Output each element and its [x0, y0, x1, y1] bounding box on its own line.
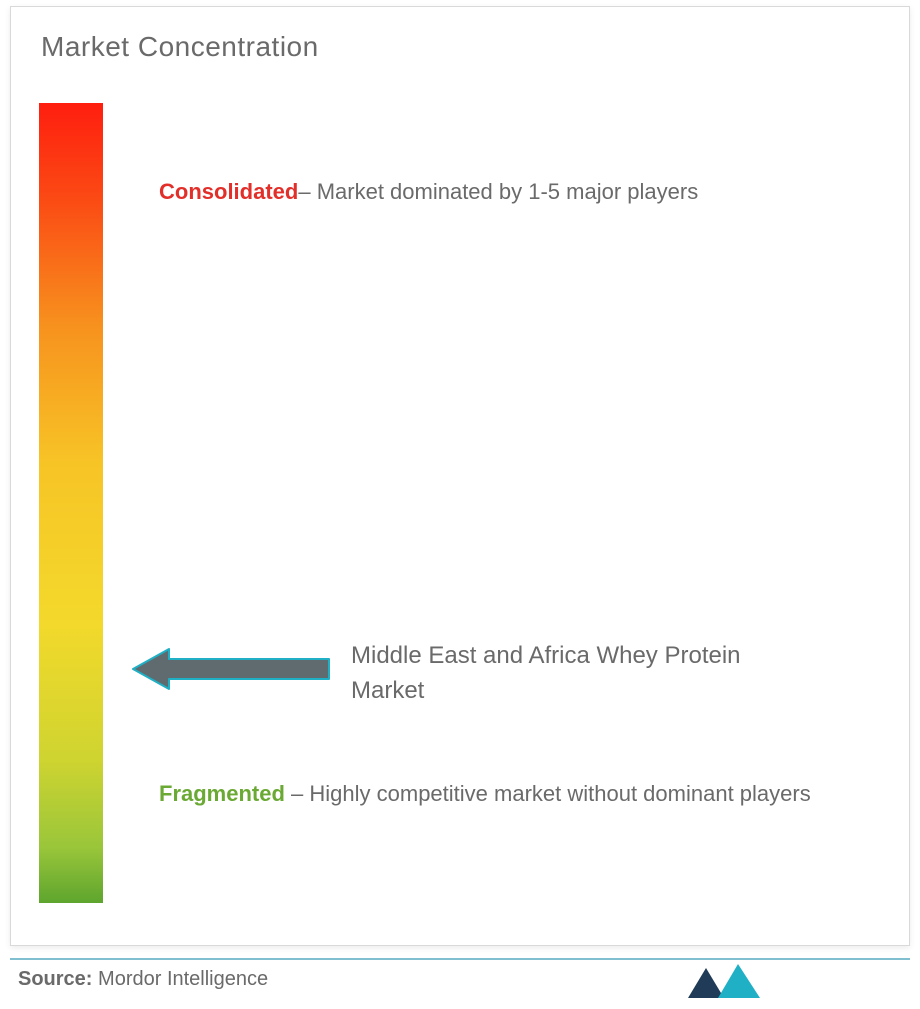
footer-source-value: Mordor Intelligence: [98, 968, 268, 990]
market-marker-arrow-icon: [129, 647, 339, 691]
footer: Source: Mordor Intelligence: [10, 958, 910, 1002]
fragmented-key: Fragmented: [159, 781, 285, 806]
consolidated-text: – Market dominated by 1-5 major players: [298, 179, 698, 204]
fragmented-annotation: Fragmented – Highly competitive market w…: [159, 777, 859, 811]
footer-rule: [10, 958, 910, 960]
footer-source: Source: Mordor Intelligence: [18, 968, 268, 991]
consolidated-annotation: Consolidated– Market dominated by 1-5 ma…: [159, 175, 859, 209]
chart-title: Market Concentration: [41, 31, 319, 63]
fragmented-text: – Highly competitive market without domi…: [285, 781, 811, 806]
footer-source-label: Source:: [18, 968, 92, 990]
mordor-logo-icon: [688, 964, 760, 998]
market-marker-label: Middle East and Africa Whey Protein Mark…: [351, 639, 771, 709]
concentration-gradient-bar: [39, 103, 103, 903]
consolidated-key: Consolidated: [159, 179, 298, 204]
chart-card: Market Concentration Consolidated– Marke…: [10, 6, 910, 946]
